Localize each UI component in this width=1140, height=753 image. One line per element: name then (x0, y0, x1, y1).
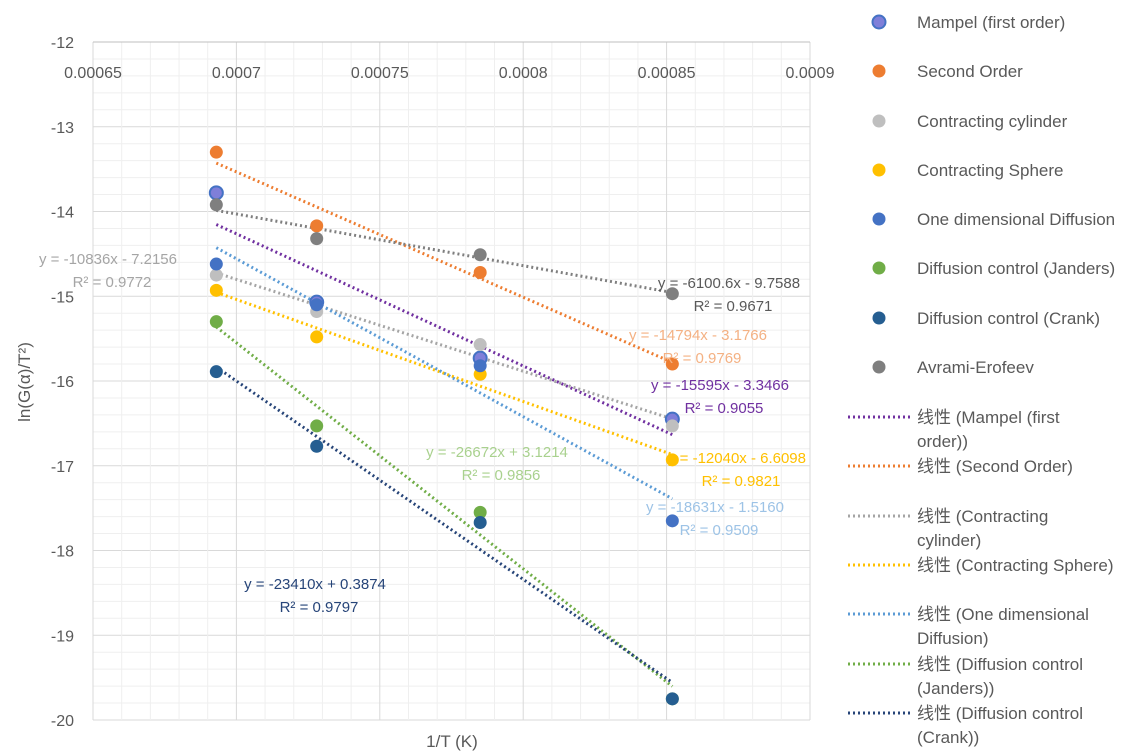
y-tick-label: -14 (51, 205, 74, 222)
data-point (209, 198, 223, 212)
data-point (310, 419, 324, 433)
legend-marker (872, 311, 886, 325)
trendline-r2: R² = 0.9797 (280, 599, 359, 616)
trendline-r2: R² = 0.9772 (73, 274, 152, 291)
legend-label: One dimensional Diffusion (917, 210, 1115, 229)
data-points (208, 145, 680, 706)
data-point (473, 338, 487, 352)
legend-marker (872, 360, 886, 374)
legend-marker (872, 64, 886, 78)
x-tick-label: 0.00075 (351, 65, 409, 82)
trendline-equation: y = -6100.6x - 9.7588 (658, 275, 800, 292)
trendline-r2: R² = 0.9856 (462, 467, 541, 484)
trendline-equation: y = -14794x - 3.1766 (629, 327, 767, 344)
data-point (473, 359, 487, 373)
data-point (310, 219, 324, 233)
legend-label: Diffusion control (Crank) (917, 309, 1100, 328)
legend-trendline-label: 线性 (Mampel (first order)) (917, 408, 1060, 451)
legend-label: Mampel (first order) (917, 13, 1065, 32)
trendline-equation: y = -15595x - 3.3466 (651, 377, 789, 394)
data-point (473, 266, 487, 280)
trendline (215, 246, 674, 501)
data-point (310, 232, 324, 246)
trendline (215, 290, 673, 456)
y-tick-label: -13 (51, 120, 74, 137)
data-point (209, 268, 223, 282)
trendline-equation: y = -23410x + 0.3874 (244, 576, 386, 593)
data-point (209, 283, 223, 297)
data-point (310, 439, 324, 453)
legend: Mampel (first order) Second Order Contract… (848, 13, 1115, 747)
data-point (665, 419, 679, 433)
y-tick-label: -17 (51, 459, 74, 476)
legend-trendline-label: 线性 (Contracting cylinder) (917, 507, 1048, 550)
legend-trendline-label: 线性 (One dimensional Diffusion) (917, 605, 1089, 648)
legend-label: Contracting Sphere (917, 161, 1063, 180)
legend-trendline-label: 线性 (Second Order) (917, 457, 1073, 476)
x-tick-label: 0.0009 (786, 65, 835, 82)
data-point (473, 516, 487, 530)
legend-marker (872, 163, 886, 177)
data-point (310, 298, 324, 312)
trendline-r2: R² = 0.9055 (685, 400, 764, 417)
trendline (216, 208, 673, 295)
y-axis-ticks: -12 -13 -14 -15 -16 -17 -18 -19 -20 (51, 35, 74, 730)
trendline-equation: y = -26672x + 3.1214 (426, 444, 568, 461)
data-point (473, 248, 487, 262)
legend-marker (872, 114, 886, 128)
x-axis-title: 1/T (K) (426, 732, 478, 751)
trendlines (215, 161, 674, 688)
data-point (209, 365, 223, 379)
x-tick-label: 0.0008 (499, 65, 548, 82)
data-point (665, 692, 679, 706)
data-point (209, 315, 223, 329)
data-point (665, 514, 679, 528)
legend-trendline-label: 线性 (Contracting Sphere) (917, 556, 1114, 575)
x-axis-ticks: 0.00065 0.0007 0.00075 0.0008 0.00085 0.0009 (64, 65, 834, 82)
y-tick-label: -20 (51, 713, 74, 730)
legend-trendline-label: 线性 (Diffusion control (Crank)) (917, 704, 1083, 747)
data-point (665, 287, 679, 301)
x-tick-label: 0.0007 (212, 65, 261, 82)
data-point (665, 453, 679, 467)
trendline-labels: y = -15595x - 3.3466 R² = 0.9055 y = -1479… (39, 251, 806, 616)
legend-marker (872, 261, 886, 275)
trendline-r2: R² = 0.9769 (663, 350, 742, 367)
data-point (208, 185, 224, 201)
y-tick-label: -18 (51, 544, 74, 561)
legend-label: Second Order (917, 62, 1023, 81)
trendline (215, 271, 673, 421)
y-tick-label: -16 (51, 374, 74, 391)
trendline-equation: y = -12040x - 6.6098 (668, 450, 806, 467)
legend-label: Contracting cylinder (917, 112, 1068, 131)
data-point (310, 330, 324, 344)
y-axis-title: ln(G(α)/T²) (15, 342, 34, 422)
trendline-r2: R² = 0.9671 (694, 298, 773, 315)
legend-marker (872, 212, 886, 226)
legend-trendline-label: 线性 (Diffusion control (Janders)) (917, 655, 1083, 698)
data-point (209, 257, 223, 271)
trendline-r2: R² = 0.9509 (680, 522, 759, 539)
y-tick-label: -12 (51, 35, 74, 52)
y-tick-label: -15 (51, 289, 74, 306)
data-point (209, 145, 223, 159)
trendline (215, 223, 673, 437)
legend-marker (871, 14, 887, 30)
trendline-r2: R² = 0.9821 (702, 473, 781, 490)
y-tick-label: -19 (51, 628, 74, 645)
trendline (215, 325, 674, 688)
data-point (473, 505, 487, 519)
legend-label: Avrami-Erofeev (917, 358, 1034, 377)
x-tick-label: 0.00085 (638, 65, 696, 82)
data-point (665, 357, 679, 371)
legend-label: Diffusion control (Janders) (917, 259, 1115, 278)
grid (92, 41, 811, 721)
trendline-equation: y = -10836x - 7.2156 (39, 251, 177, 268)
trendline-equation: y = -18631x - 1.5160 (646, 499, 784, 516)
x-tick-label: 0.00065 (64, 65, 122, 82)
